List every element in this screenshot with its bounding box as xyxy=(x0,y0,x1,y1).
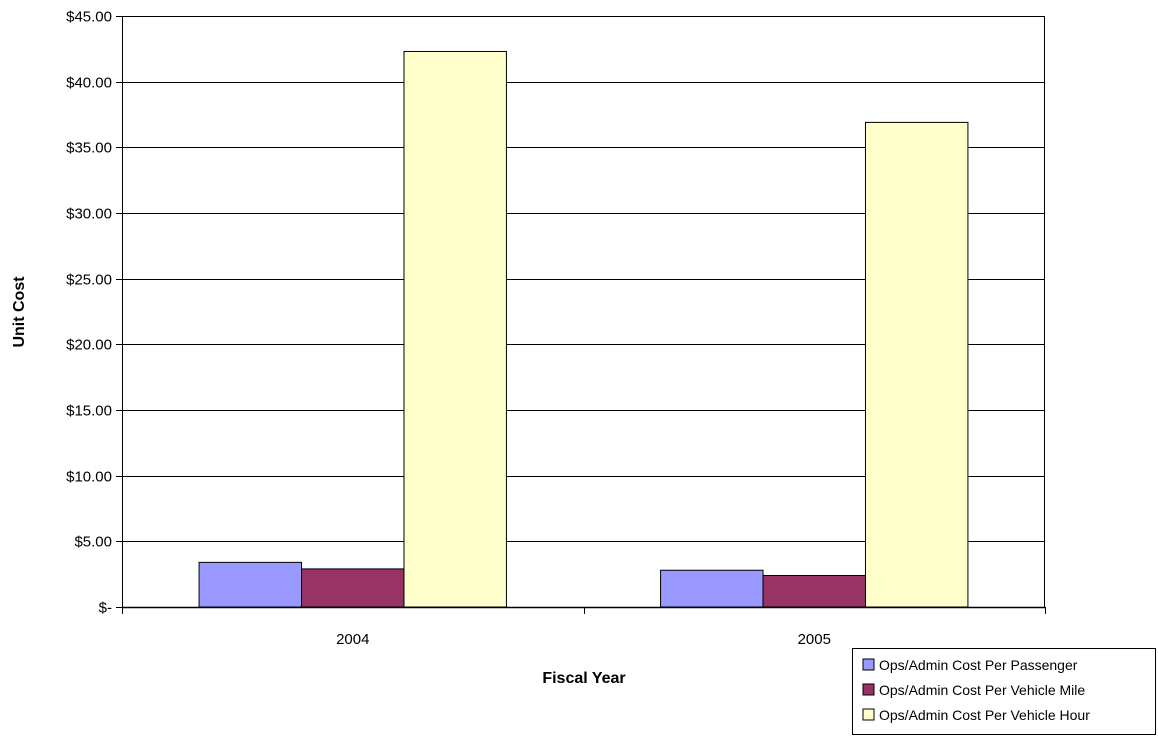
y-tick-label: $10.00 xyxy=(66,469,112,486)
y-tick-label: $45.00 xyxy=(66,9,112,26)
y-tick-label: $40.00 xyxy=(66,75,112,92)
bar-2004-series-1 xyxy=(199,562,301,607)
legend: Ops/Admin Cost Per Passenger Ops/Admin Co… xyxy=(853,649,1156,735)
bar-2005-series-2 xyxy=(763,575,865,607)
y-tick-label: $- xyxy=(99,600,112,617)
y-tick-label: $25.00 xyxy=(66,272,112,289)
legend-label: Ops/Admin Cost Per Passenger xyxy=(879,657,1078,673)
y-axis-title: Unit Cost xyxy=(11,276,28,348)
legend-swatch xyxy=(863,684,874,695)
x-tick-label: 2005 xyxy=(798,631,831,648)
legend-label: Ops/Admin Cost Per Vehicle Mile xyxy=(879,682,1085,698)
y-tick-labels: $- $5.00 $10.00 $15.00 $20.00 $25.00 $30.00 $35… xyxy=(66,9,112,617)
x-axis-title: Fiscal Year xyxy=(542,670,625,687)
y-tick-label: $20.00 xyxy=(66,337,112,354)
legend-swatch xyxy=(863,659,874,670)
y-tick-label: $35.00 xyxy=(66,140,112,157)
x-tick-label: 2004 xyxy=(336,631,369,648)
legend-label: Ops/Admin Cost Per Vehicle Hour xyxy=(879,707,1090,723)
bar-2005-series-3 xyxy=(865,122,967,607)
x-tick-labels: 2004 2005 xyxy=(336,631,831,648)
y-tick-label: $30.00 xyxy=(66,206,112,223)
y-tick-label: $5.00 xyxy=(74,534,112,551)
bars xyxy=(199,51,968,607)
bar-2004-series-2 xyxy=(302,569,404,607)
y-tick-label: $15.00 xyxy=(66,403,112,420)
bar-2005-series-1 xyxy=(661,570,763,607)
bar-2004-series-3 xyxy=(404,51,506,607)
legend-swatch xyxy=(863,709,874,720)
